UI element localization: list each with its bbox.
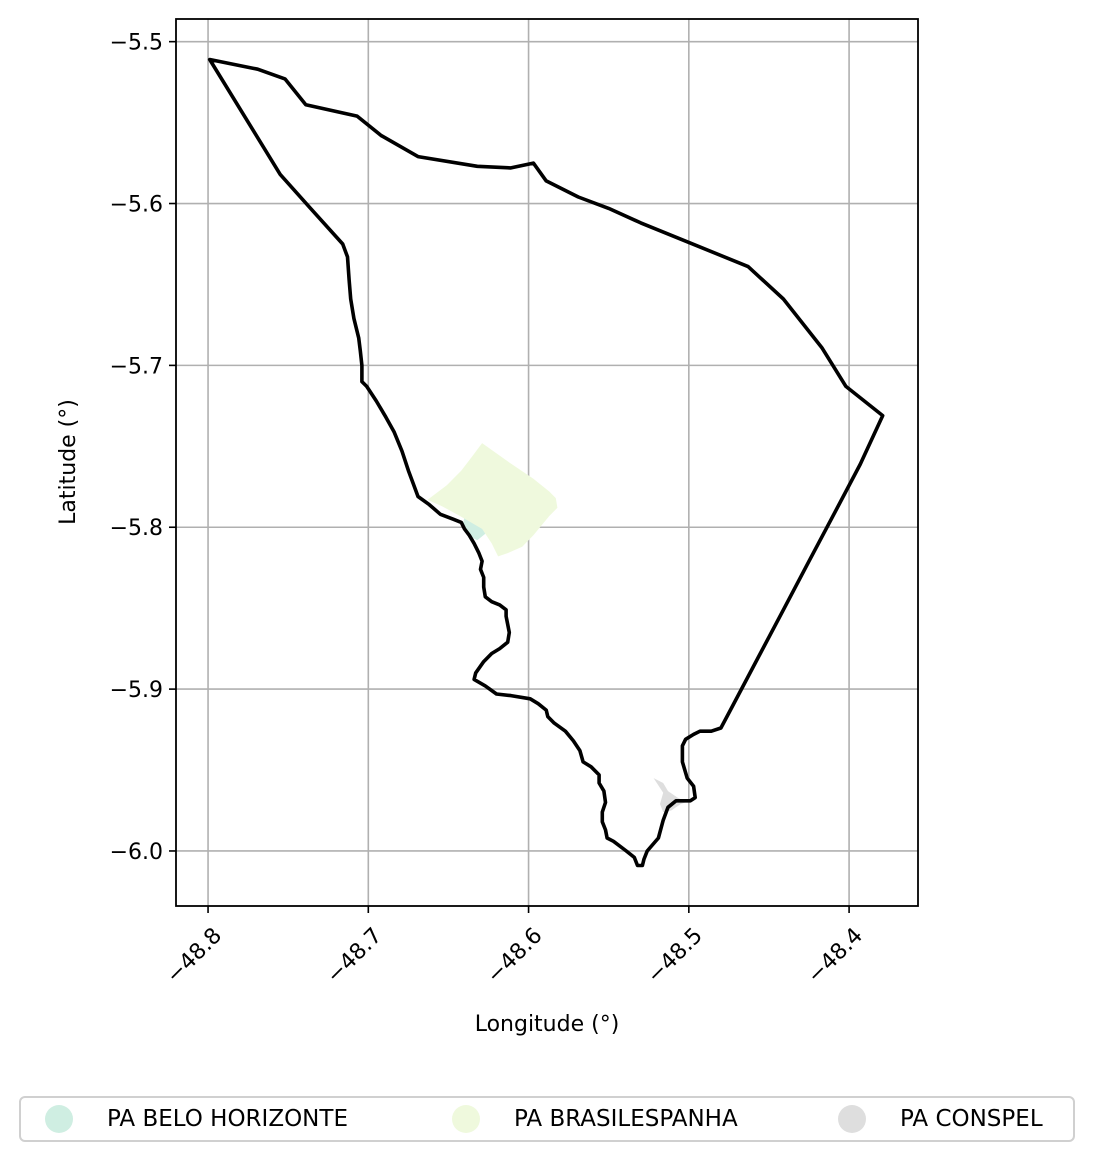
- plot-frame: [175, 18, 919, 907]
- legend-item-brasilespanha: PA BRASILESPANHA: [452, 1098, 738, 1140]
- legend-label-brasilespanha: PA BRASILESPANHA: [514, 1106, 738, 1132]
- legend-marker-belo-horizonte: [45, 1105, 73, 1133]
- plot-background: [176, 19, 918, 906]
- y-tick-label-2: −5.7: [110, 354, 163, 379]
- y-axis-label: Latitude (°): [56, 399, 81, 525]
- map-plot: −48.8 −48.7 −48.6 −48.5 −48.4 −5.5 −5.6 −5.7 −5.…: [56, 18, 919, 1037]
- y-tick-label-5: −6.0: [110, 840, 163, 865]
- x-tick-label-3: −48.5: [642, 923, 707, 988]
- legend-label-belo-horizonte: PA BELO HORIZONTE: [107, 1106, 348, 1132]
- area-pa-brasilespanha: [427, 443, 558, 557]
- legend-label-conspel: PA CONSPEL: [900, 1106, 1043, 1132]
- legend-marker-brasilespanha: [452, 1105, 480, 1133]
- x-tick-label-1: −48.7: [322, 923, 387, 988]
- legend: PA BELO HORIZONTE PA BRASILESPANHA PA CO…: [19, 1096, 1075, 1142]
- grid-lines: [176, 19, 918, 906]
- legend-marker-conspel: [838, 1105, 866, 1133]
- municipality-boundary: [207, 57, 885, 868]
- x-tick-label-4: −48.4: [803, 923, 868, 988]
- y-tick-label-3: −5.8: [110, 516, 163, 541]
- x-tick-label-0: −48.8: [162, 923, 227, 988]
- legend-item-conspel: PA CONSPEL: [838, 1098, 1043, 1140]
- x-axis-label: Longitude (°): [475, 1012, 620, 1037]
- x-tick-label-2: −48.6: [482, 923, 547, 988]
- area-pa-conspel: [653, 778, 691, 813]
- boundary-outline: [207, 57, 885, 868]
- y-tick-label-4: −5.9: [110, 678, 163, 703]
- y-tick-label-0: −5.5: [110, 31, 163, 56]
- y-tick-label-1: −5.6: [110, 193, 163, 218]
- legend-item-belo-horizonte: PA BELO HORIZONTE: [45, 1098, 348, 1140]
